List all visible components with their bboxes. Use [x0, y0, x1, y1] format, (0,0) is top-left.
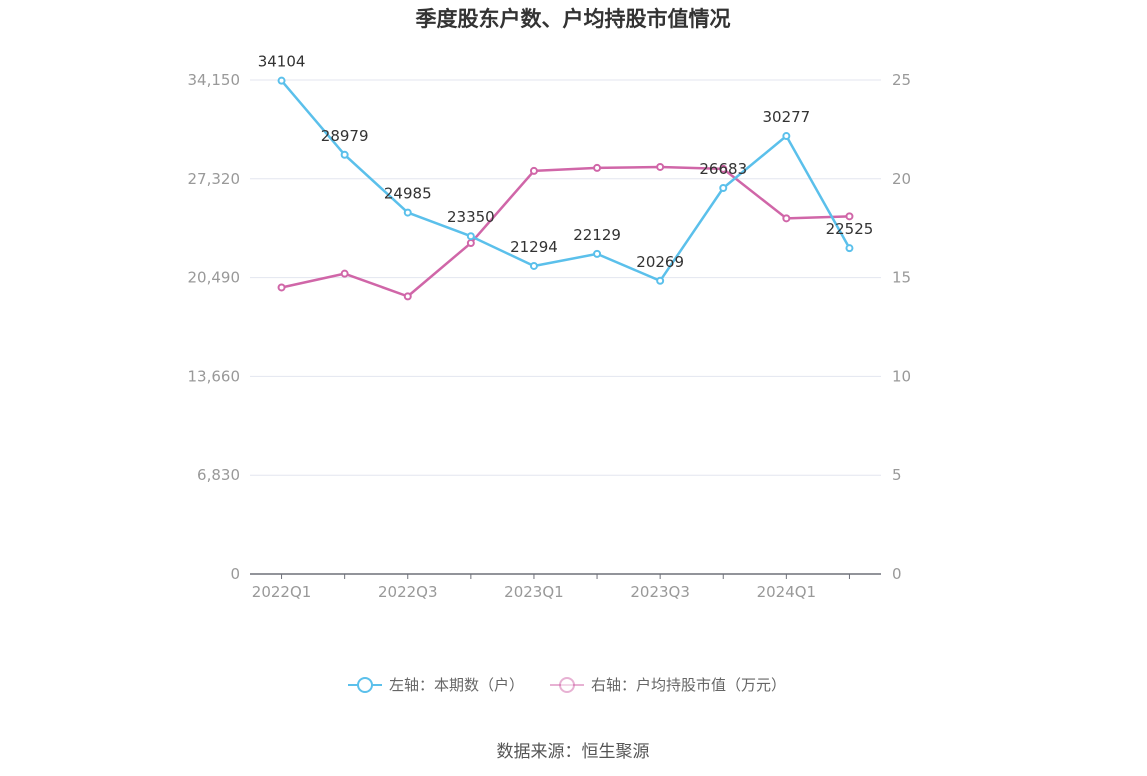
left-series-line [280, 79, 851, 283]
right-series-line [281, 165, 850, 298]
right-series-point [593, 163, 602, 172]
legend-item-right[interactable]: 右轴：户均持股市值（万元） [550, 676, 786, 694]
left-series-point [466, 232, 475, 241]
left-tick-label: 6,830 [197, 466, 240, 484]
left-series-point [593, 249, 602, 258]
legend-left-label: 左轴：本期数（户） [389, 676, 524, 694]
left-tick-label: 34,150 [188, 71, 241, 89]
legend-right-marker [559, 677, 575, 693]
left-series-point [782, 132, 791, 141]
left-tick-label: 13,660 [188, 367, 241, 385]
right-series-point [403, 292, 412, 301]
right-series-point [782, 214, 791, 223]
legend-right-label: 右轴：户均持股市值（万元） [591, 676, 786, 694]
right-series-point [529, 166, 538, 175]
left-series-point [277, 76, 286, 85]
data-label: 30277 [762, 108, 810, 126]
source-note: 数据来源：恒生聚源 [497, 742, 650, 762]
data-label: 21294 [510, 238, 558, 256]
x-tick-label: 2022Q3 [378, 583, 438, 601]
right-tick-label: 5 [892, 466, 902, 484]
data-label: 28979 [321, 127, 369, 145]
data-label: 26683 [699, 160, 747, 178]
data-label: 22129 [573, 226, 621, 244]
legend-item-left[interactable]: 左轴：本期数（户） [348, 676, 524, 694]
right-tick-label: 0 [892, 565, 902, 583]
right-series-point [466, 239, 475, 248]
data-label: 22525 [826, 220, 874, 238]
right-series-point [656, 162, 665, 171]
x-tick-label: 2023Q3 [630, 583, 690, 601]
left-series-point [845, 244, 854, 253]
x-tick-label: 2023Q1 [504, 583, 564, 601]
right-series-point [845, 212, 854, 221]
right-tick-label: 10 [892, 367, 911, 385]
data-label: 34104 [258, 53, 306, 71]
right-series-point [719, 164, 728, 173]
left-series-point [529, 261, 538, 270]
x-tick-label: 2024Q1 [757, 583, 817, 601]
left-series-point [719, 184, 728, 193]
left-series-point [403, 208, 412, 217]
data-label: 20269 [636, 253, 684, 271]
left-tick-label: 27,320 [188, 170, 241, 188]
data-label: 24985 [384, 185, 432, 203]
legend-left-marker [357, 677, 373, 693]
left-tick-label: 0 [230, 565, 240, 583]
right-series-point [277, 283, 286, 292]
left-tick-label: 20,490 [188, 269, 241, 287]
right-series-point [340, 269, 349, 278]
right-tick-label: 20 [892, 170, 911, 188]
x-axis: 2022Q1 2022Q3 2023Q1 2023Q3 2024Q1 [250, 573, 881, 601]
series-group [277, 76, 854, 301]
right-tick-label: 15 [892, 269, 911, 287]
left-series-point [656, 276, 665, 285]
right-axis-ticks: 0 5 10 15 20 25 [892, 71, 911, 583]
data-labels: 34104 28979 24985 23350 21294 22129 20269 26683… [258, 53, 874, 271]
right-tick-label: 25 [892, 71, 911, 89]
data-label: 23350 [447, 208, 495, 226]
left-series-point [340, 150, 349, 159]
left-axis-ticks: 0 6,830 13,660 20,490 27,320 34,150 [188, 71, 241, 583]
chart-title: 季度股东户数、户均持股市值情况 [416, 7, 731, 31]
x-tick-label: 2022Q1 [252, 583, 312, 601]
legend[interactable]: 左轴：本期数（户） 右轴：户均持股市值（万元） [348, 676, 786, 694]
